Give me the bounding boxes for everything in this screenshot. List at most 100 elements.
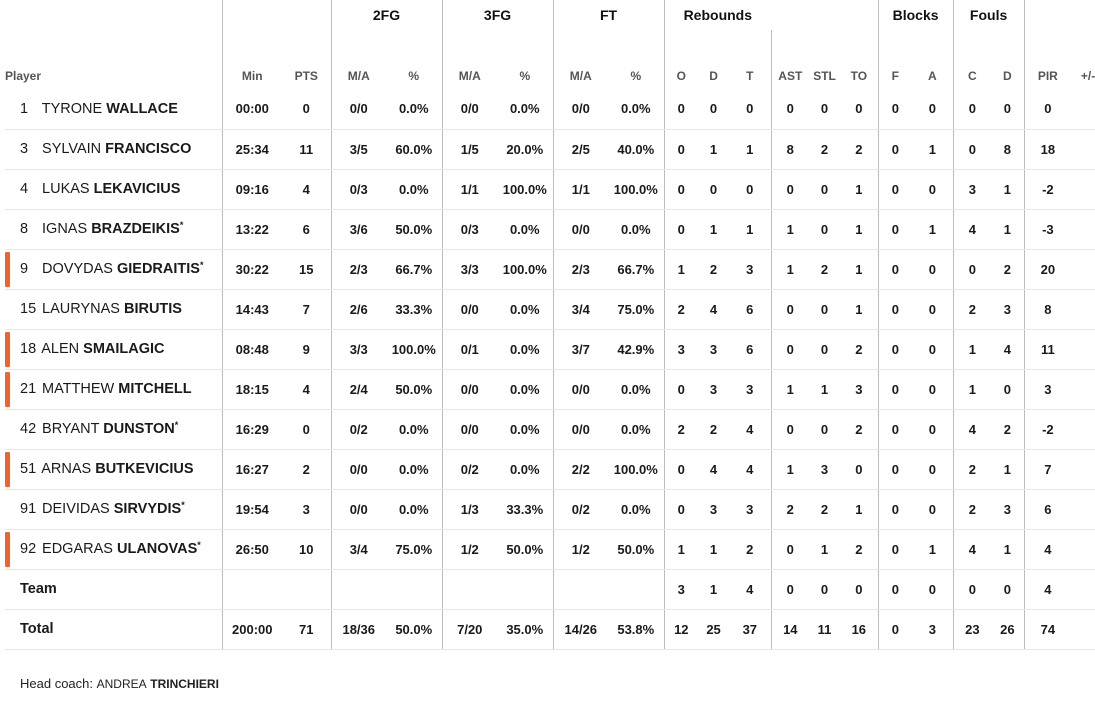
col-reb-t[interactable]: T	[729, 30, 772, 89]
player-name-cell[interactable]: 15 LAURYNAS BIRUTIS	[5, 289, 223, 330]
cell-to: 3	[840, 369, 879, 410]
cell-pts	[282, 569, 332, 610]
cell-stl: 1	[809, 369, 841, 410]
player-name-cell[interactable]: 4 LUKAS LEKAVICIUS	[5, 169, 223, 210]
col-3fg-pct[interactable]: %	[497, 30, 554, 89]
cell-ast: 1	[771, 369, 810, 410]
player-row[interactable]: 9 DOVYDAS GIEDRAITIS* 30:22 15 2/3 66.7% 3/3 1…	[5, 249, 1095, 290]
player-name-cell[interactable]: 9 DOVYDAS GIEDRAITIS*	[5, 249, 223, 290]
col-2fg-ma[interactable]: M/A	[347, 69, 370, 83]
cell-reb-d: 0	[698, 169, 730, 210]
cell-pir: 18	[1024, 129, 1072, 170]
player-name-cell[interactable]: 21 MATTHEW MITCHELL	[5, 369, 223, 410]
player-name-cell[interactable]: 1 TYRONE WALLACE	[5, 89, 223, 130]
col-ft-pct[interactable]: %	[608, 30, 665, 89]
player-row[interactable]: 1 TYRONE WALLACE 00:00 0 0/0 0.0% 0/0 0.0% 0/0 0…	[5, 89, 1095, 130]
col-fouls-d[interactable]: D	[991, 30, 1025, 89]
player-row[interactable]: 51 ARNAS BUTKEVICIUS 16:27 2 0/0 0.0% 0/2 0.0%…	[5, 449, 1095, 490]
player-last-name[interactable]: BUTKEVICIUS	[95, 461, 194, 477]
cell-reb-o: 0	[664, 489, 699, 530]
col-blk-a[interactable]: A	[912, 30, 954, 89]
cell-ft-ma: 1/1	[553, 169, 609, 210]
player-row[interactable]: 3 SYLVAIN FRANCISCO 25:34 11 3/5 60.0% 1/5 20.…	[5, 129, 1095, 170]
cell-ft-ma: 2/2	[553, 449, 609, 490]
starter-mark: *	[199, 260, 204, 270]
player-row[interactable]: 8 IGNAS BRAZDEIKIS* 13:22 6 3/6 50.0% 0/3 0.0%…	[5, 209, 1095, 250]
player-last-name[interactable]: GIEDRAITIS	[116, 261, 200, 277]
cell-fouls-c: 1	[953, 329, 992, 370]
cell-blk-a: 0	[912, 369, 954, 410]
player-row[interactable]: 18 ALEN SMAILAGIC 08:48 9 3/3 100.0% 0/1 0.0% 3…	[5, 329, 1095, 370]
player-number: 3	[20, 141, 29, 157]
player-row[interactable]: 4 LUKAS LEKAVICIUS 09:16 4 0/3 0.0% 1/1 100.0%…	[5, 169, 1095, 210]
cell-pir: -2	[1024, 169, 1072, 210]
player-first-name: LUKAS	[42, 181, 90, 197]
col-ft-ma[interactable]: M/A	[569, 69, 592, 83]
player-last-name[interactable]: WALLACE	[106, 100, 178, 117]
cell-reb-o: 0	[664, 129, 699, 170]
cell-to: 0	[840, 569, 879, 610]
player-row[interactable]: 15 LAURYNAS BIRUTIS 14:43 7 2/6 33.3% 0/0 0.0%…	[5, 289, 1095, 330]
col-blk-f[interactable]: F	[891, 69, 899, 83]
cell-pts: 15	[282, 249, 332, 290]
cell-ft-ma: 14/26	[553, 609, 609, 650]
player-row[interactable]: 42 BRYANT DUNSTON* 16:29 0 0/2 0.0% 0/0 0.0% 0/…	[5, 409, 1095, 450]
cell-min: 16:29	[222, 409, 282, 450]
cell-2fg-ma: 0/0	[331, 489, 386, 530]
cell-reb-d: 2	[698, 409, 730, 450]
player-last-name[interactable]: SIRVYDIS	[113, 501, 182, 517]
col-2fg-pct[interactable]: %	[386, 30, 443, 89]
col-reb-o[interactable]: O	[676, 69, 686, 83]
player-last-name[interactable]: MITCHELL	[118, 381, 192, 397]
player-last-name[interactable]: ULANOVAS	[116, 541, 198, 557]
player-last-name[interactable]: SMAILAGIC	[83, 341, 165, 357]
col-stl[interactable]: STL	[813, 69, 836, 83]
cell-fouls-d: 4	[991, 329, 1025, 370]
player-name-cell[interactable]: 8 IGNAS BRAZDEIKIS*	[5, 209, 223, 250]
col-reb-d[interactable]: D	[709, 69, 718, 83]
col-to[interactable]: TO	[840, 30, 879, 89]
player-row[interactable]: 21 MATTHEW MITCHELL 18:15 4 2/4 50.0% 0/0 0.0%…	[5, 369, 1095, 410]
player-row[interactable]: 91 DEIVIDAS SIRVYDIS* 19:54 3 0/0 0.0% 1/3 33.…	[5, 489, 1095, 530]
cell-fouls-d: 1	[991, 169, 1025, 210]
col-pir[interactable]: PIR	[1037, 69, 1058, 83]
player-name-cell[interactable]: 42 BRYANT DUNSTON*	[5, 409, 223, 450]
cell-stl: 0	[809, 289, 841, 330]
player-last-name[interactable]: BIRUTIS	[123, 301, 182, 317]
col-pts[interactable]: PTS	[282, 30, 332, 89]
cell-stl: 0	[809, 169, 841, 210]
cell-pts: 4	[282, 169, 332, 210]
cell-plus-minus	[1071, 569, 1095, 610]
player-number: 1	[20, 100, 29, 117]
cell-ast: 0	[771, 329, 810, 370]
cell-3fg-ma: 0/1	[442, 329, 498, 370]
col-ast[interactable]: AST	[778, 69, 803, 83]
player-last-name[interactable]: BRAZDEIKIS	[91, 221, 180, 237]
player-name-cell[interactable]: 18 ALEN SMAILAGIC	[5, 329, 223, 370]
table-body: 1 TYRONE WALLACE 00:00 0 0/0 0.0% 0/0 0.0% 0/0 0…	[5, 89, 1095, 650]
col-player[interactable]: Player	[5, 30, 223, 89]
cell-ft-ma: 0/0	[553, 409, 609, 450]
cell-to: 1	[840, 169, 879, 210]
cell-to: 1	[840, 249, 879, 290]
col-3fg-ma[interactable]: M/A	[458, 69, 481, 83]
col-fouls-c[interactable]: C	[968, 69, 977, 83]
group-2fg: 2FG	[331, 0, 443, 30]
head-coach: Head coach: ANDREA TRINCHIERI	[20, 676, 219, 691]
cell-3fg-pct: 0.0%	[497, 209, 554, 250]
player-row[interactable]: 92 EDGARAS ULANOVAS* 26:50 10 3/4 75.0% 1/2 50…	[5, 529, 1095, 570]
player-last-name[interactable]: DUNSTON	[103, 421, 175, 437]
player-name-cell[interactable]: 51 ARNAS BUTKEVICIUS	[5, 449, 223, 490]
cell-to: 2	[840, 529, 879, 570]
cell-2fg-pct: 0.0%	[386, 89, 443, 130]
col-min[interactable]: Min	[241, 69, 263, 83]
cell-3fg-pct: 100.0%	[497, 249, 554, 290]
player-name-cell[interactable]: 91 DEIVIDAS SIRVYDIS*	[5, 489, 223, 530]
col-plus-minus[interactable]: +/-	[1080, 69, 1095, 83]
player-last-name[interactable]: FRANCISCO	[105, 141, 192, 157]
player-name-cell[interactable]: 92 EDGARAS ULANOVAS*	[5, 529, 223, 570]
player-last-name[interactable]: LEKAVICIUS	[93, 181, 181, 197]
player-name-cell[interactable]: 3 SYLVAIN FRANCISCO	[5, 129, 223, 170]
cell-reb-t: 4	[729, 569, 772, 610]
cell-plus-minus	[1071, 449, 1095, 490]
